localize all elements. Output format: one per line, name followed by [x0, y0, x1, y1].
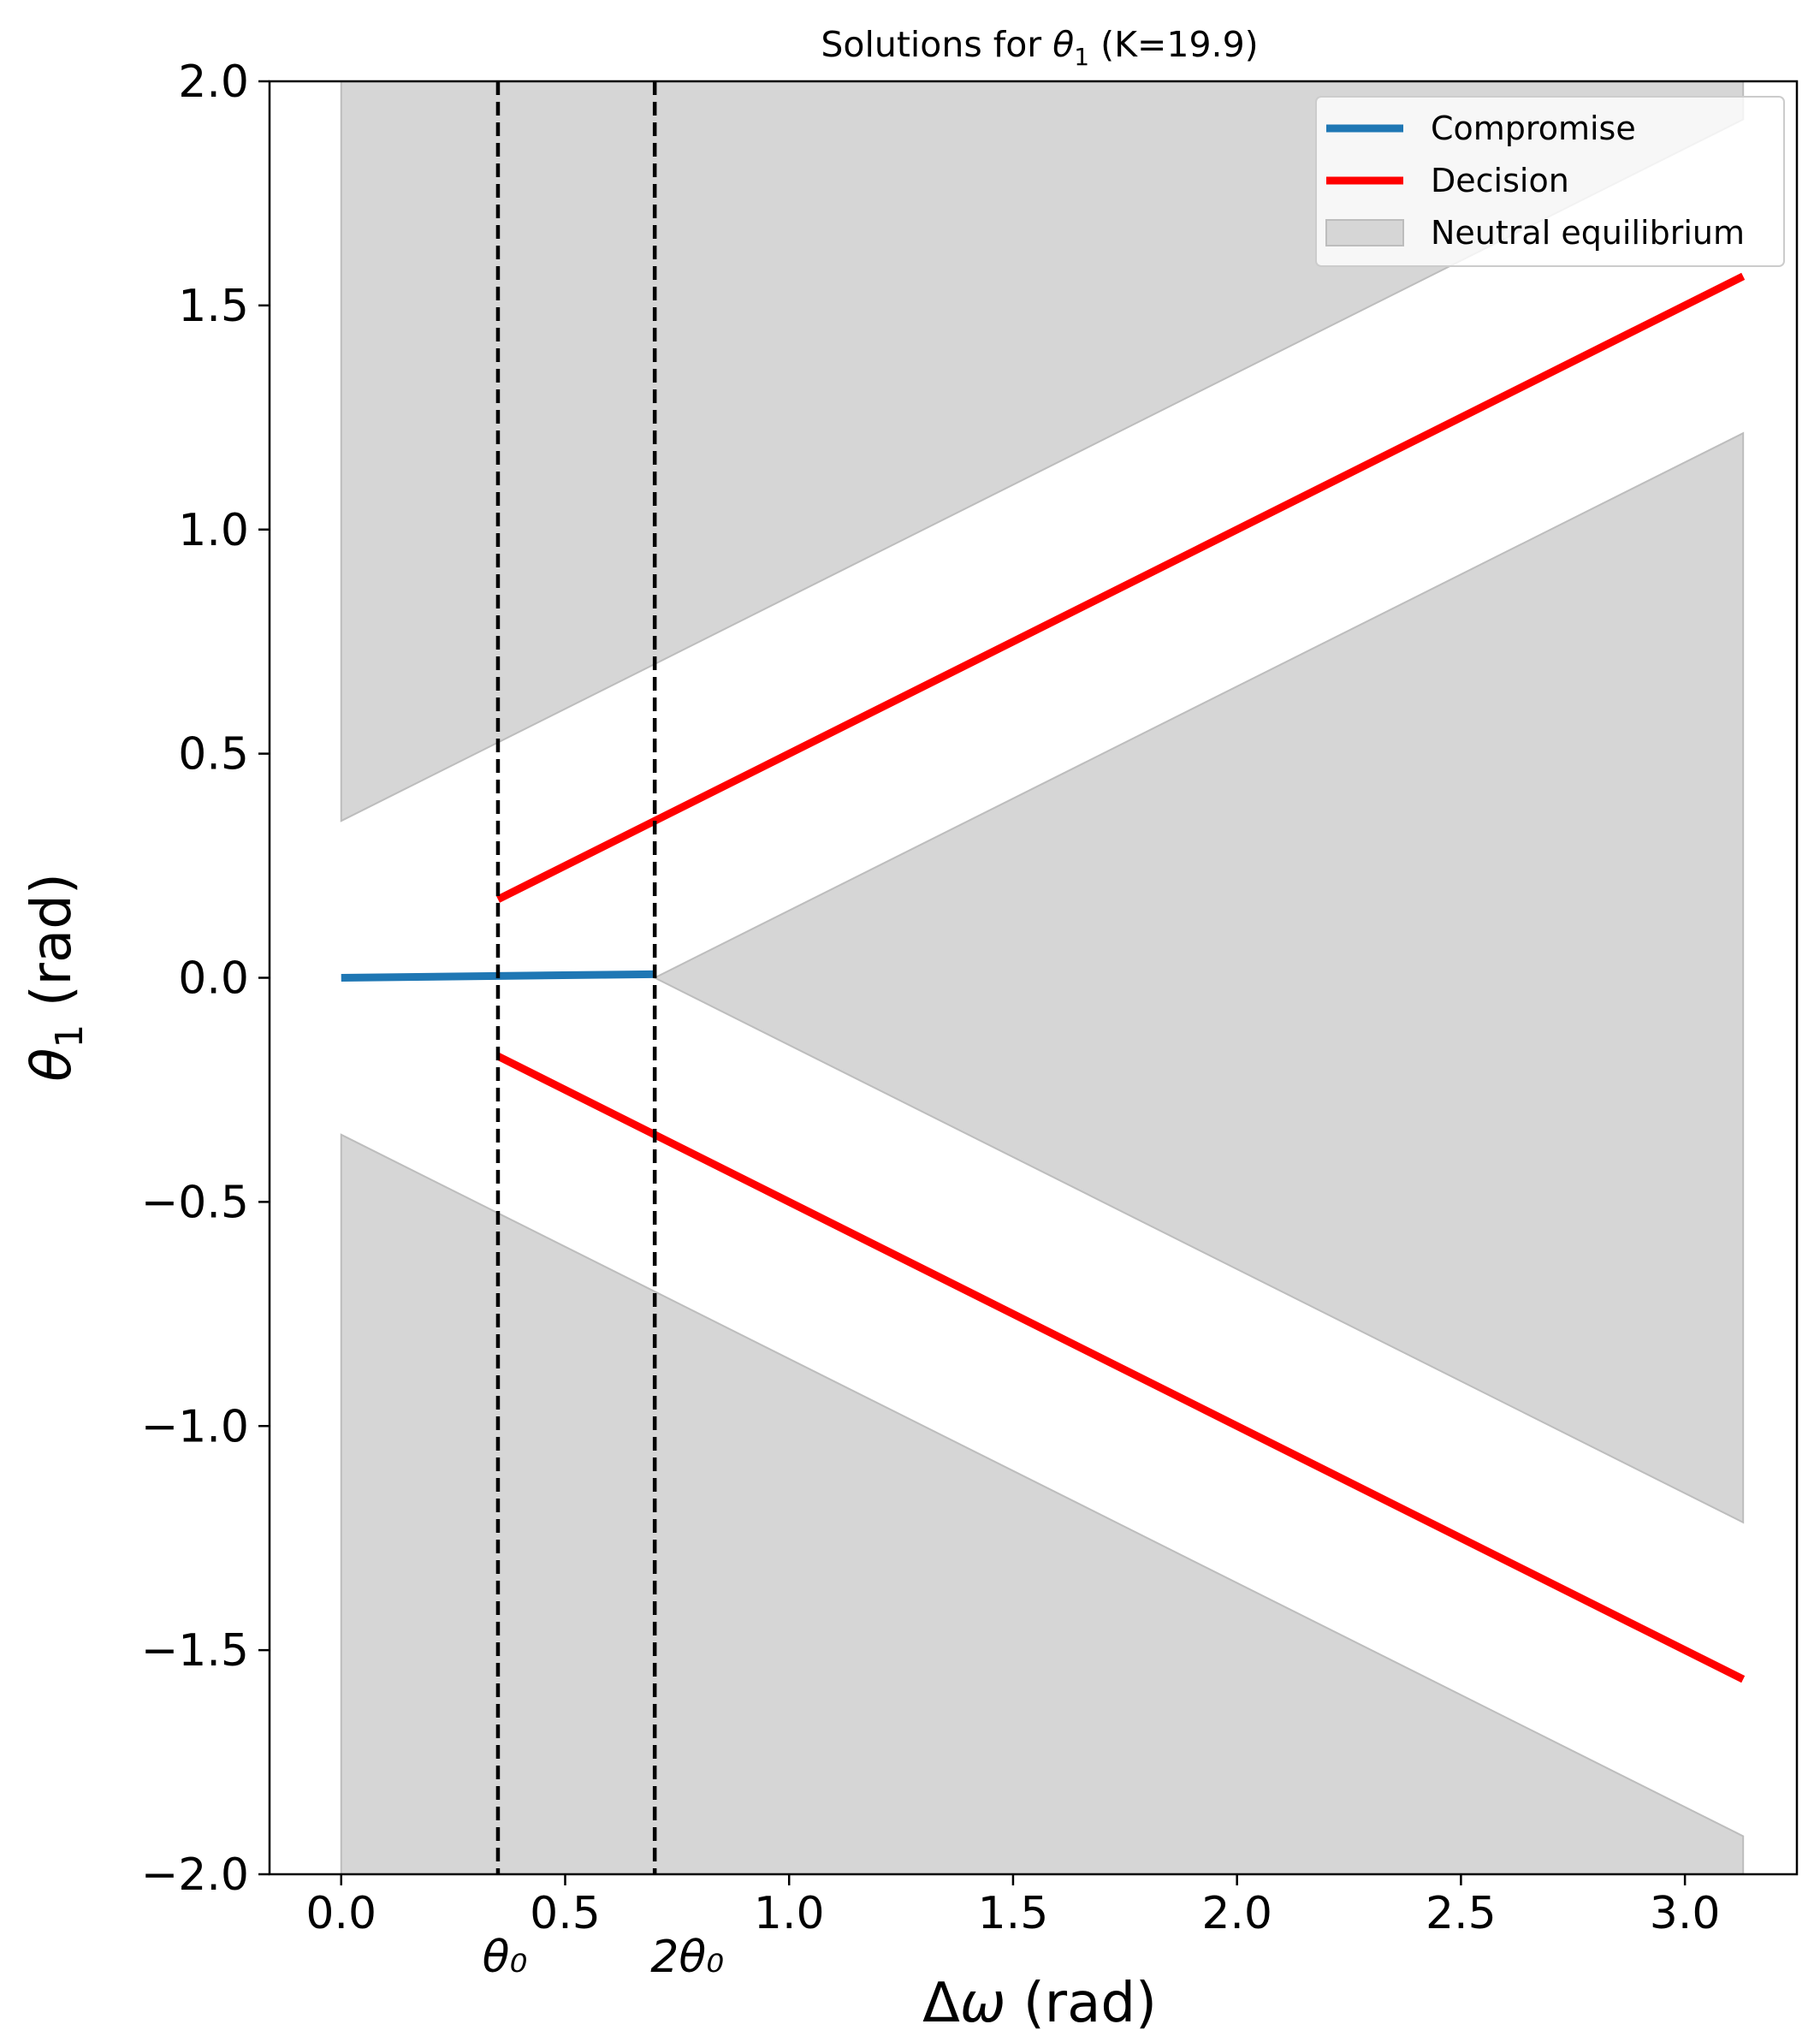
legend-swatch — [1325, 219, 1404, 246]
y-tick-label: 2.0 — [178, 56, 249, 108]
x-tick-label: 2.0 — [1201, 1888, 1272, 1939]
x-tick-label: 2.5 — [1426, 1888, 1497, 1939]
x-axis-label: Δω (rad) — [922, 1972, 1157, 2035]
y-tick-label: −1.0 — [141, 1401, 249, 1452]
neutral-equilibrium-region — [652, 431, 1745, 1524]
y-tick-label: −2.0 — [141, 1849, 249, 1901]
legend-label: Neutral equilibrium — [1431, 214, 1745, 252]
legend-label: Decision — [1431, 162, 1569, 199]
y-tick-label: −0.5 — [141, 1177, 249, 1228]
x-tick-label: 1.5 — [978, 1888, 1049, 1939]
legend-box — [1315, 96, 1785, 267]
decision-line — [495, 272, 1746, 903]
y-axis-label: θ1 (rad) — [21, 873, 92, 1082]
decision-line — [495, 1053, 1746, 1683]
reference-vline-label: θ₀ — [483, 1932, 528, 1983]
x-tick-label: 0.5 — [530, 1888, 601, 1939]
legend-label: Compromise — [1431, 110, 1636, 147]
x-tick-label: 1.0 — [754, 1888, 825, 1939]
reference-lines: θ₀ 2θ₀ — [483, 81, 724, 1983]
y-axis: 2.0 1.5 1.0 0.5 0.0 −0.5 −1.0 −1.5 −2.0 — [141, 56, 270, 1901]
x-axis: 0.0 0.5 1.0 1.5 2.0 2.5 3.0 — [305, 1874, 1720, 1939]
y-tick-label: 1.0 — [178, 505, 249, 556]
y-tick-label: 0.0 — [178, 953, 249, 1005]
reference-vline-label: 2θ₀ — [650, 1932, 724, 1983]
y-tick-label: 1.5 — [178, 281, 249, 332]
legend: Compromise Decision Neutral equilibrium — [1315, 96, 1785, 267]
x-tick-label: 0.0 — [305, 1888, 376, 1939]
chart-title: Solutions for θ1 (K=19.9) — [821, 24, 1258, 71]
y-tick-label: −1.5 — [141, 1625, 249, 1677]
y-tick-label: 0.5 — [178, 729, 249, 781]
x-tick-label: 3.0 — [1650, 1888, 1721, 1939]
